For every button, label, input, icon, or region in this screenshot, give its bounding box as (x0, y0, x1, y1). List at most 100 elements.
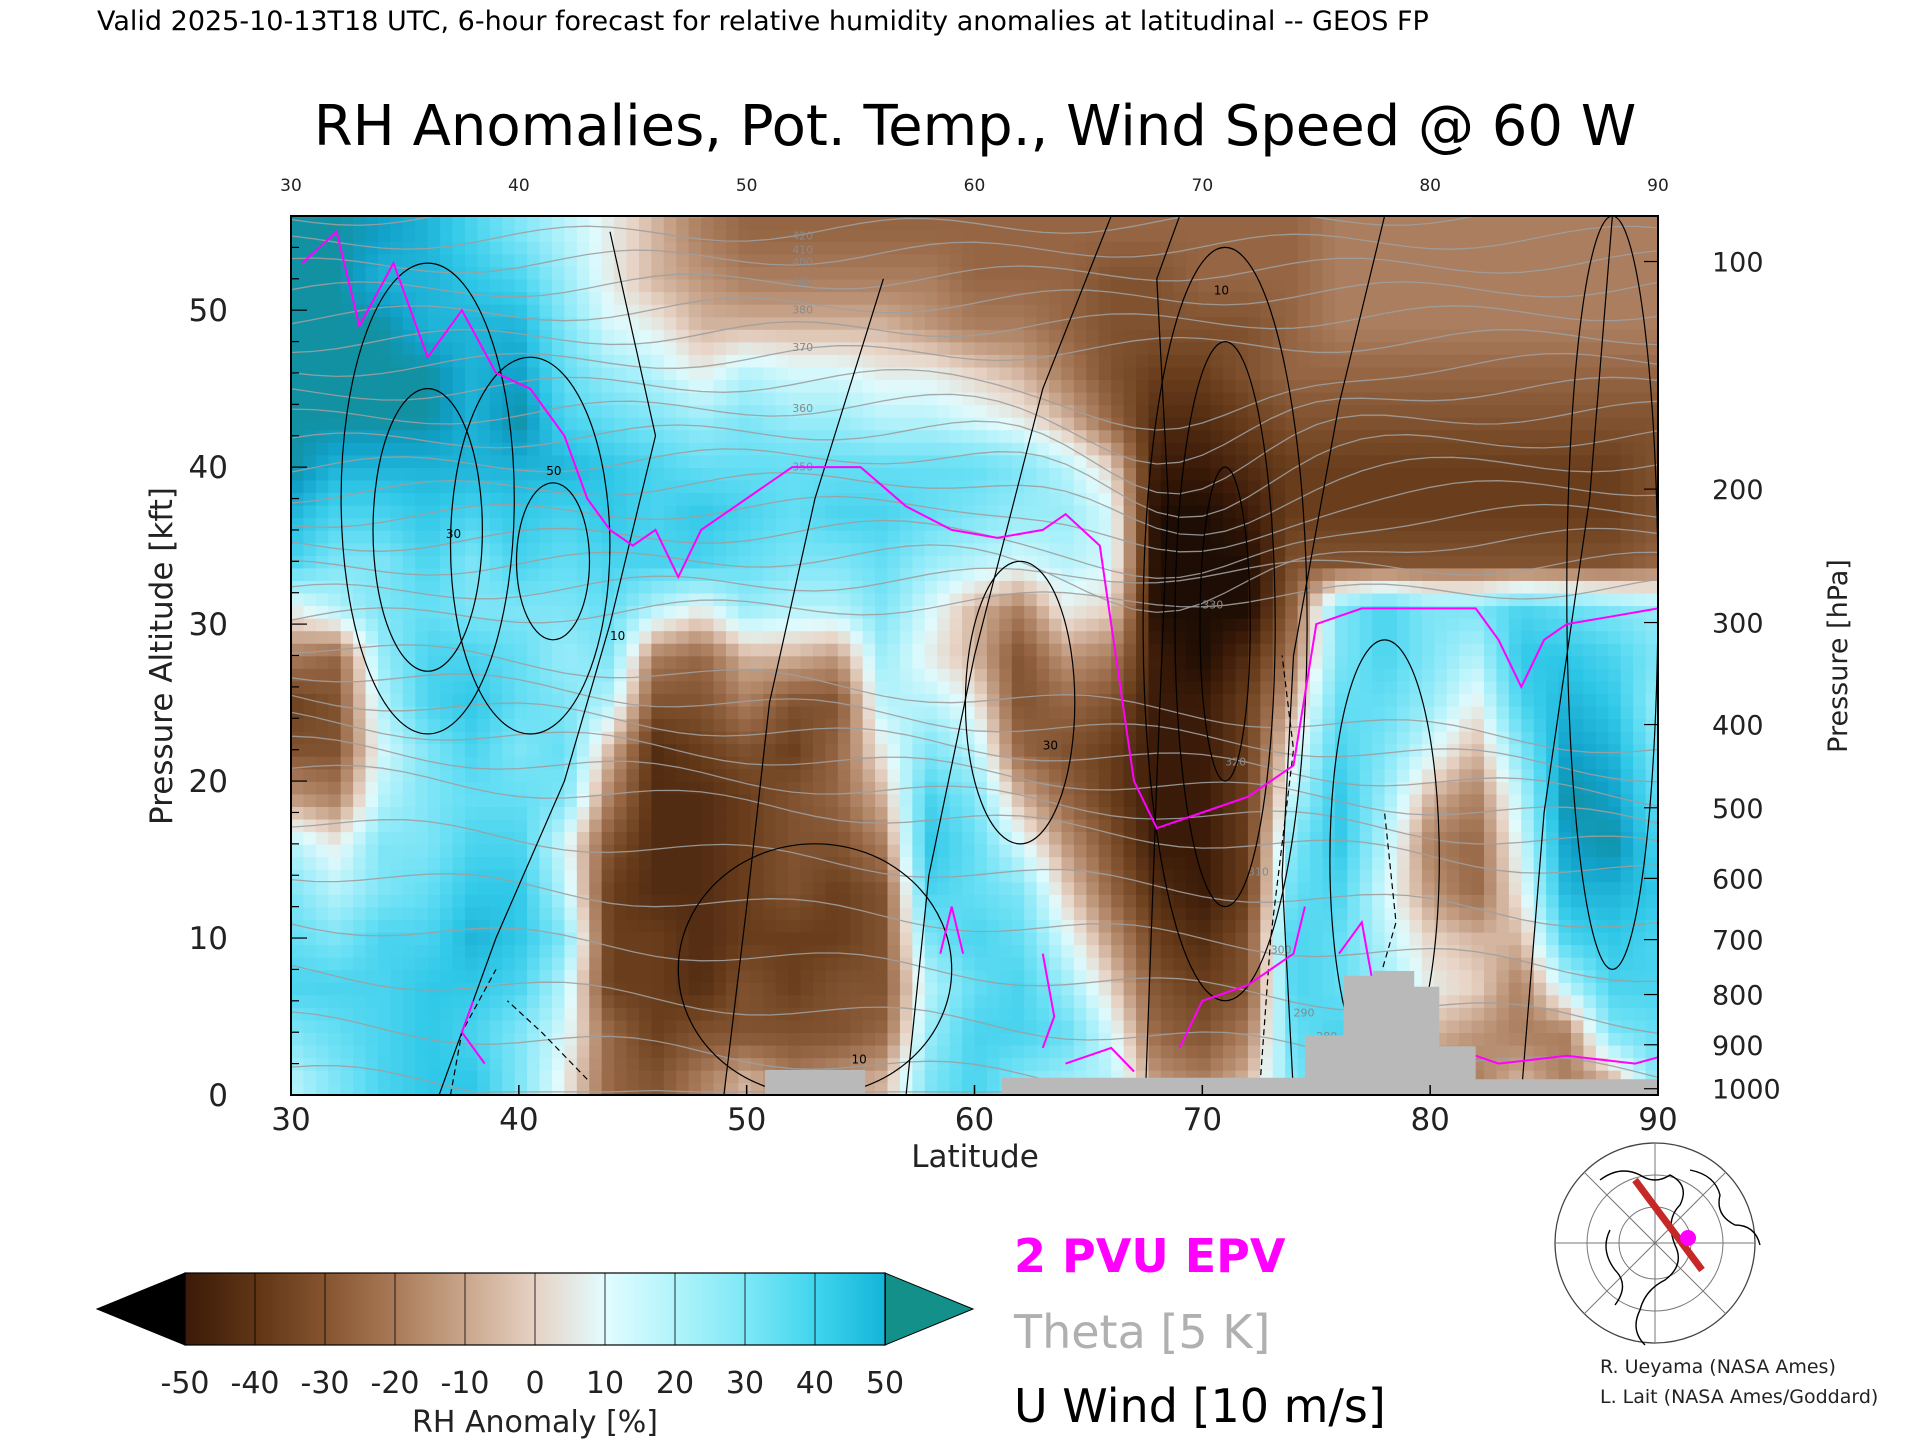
rh-cell (949, 843, 963, 858)
rh-cell (626, 718, 640, 732)
rh-cell (303, 354, 317, 368)
rh-cell (850, 1032, 864, 1046)
rh-cell (788, 241, 802, 255)
rh-cell (328, 843, 342, 858)
rh-cell (1011, 969, 1026, 983)
rh-cell (788, 429, 802, 443)
rh-cell (725, 730, 740, 745)
rh-cell (875, 303, 889, 318)
rh-cell (291, 454, 305, 468)
rh-cell (1136, 668, 1150, 682)
rh-cell (502, 642, 516, 657)
rh-cell (551, 806, 566, 820)
rh-cell (638, 1007, 653, 1021)
rh-cell (800, 354, 814, 368)
rh-cell (1011, 894, 1026, 908)
rh-cell (837, 341, 852, 355)
rh-cell (1098, 931, 1112, 946)
rh-cell (862, 228, 876, 242)
rh-cell (924, 668, 939, 682)
rh-cell (1011, 366, 1026, 381)
rh-cell (1011, 831, 1026, 845)
rh-cell (887, 630, 901, 644)
rh-cell (340, 931, 354, 946)
rh-cell (825, 291, 839, 305)
rh-cell (576, 806, 591, 820)
rh-cell (986, 617, 1001, 632)
rh-cell (701, 567, 715, 581)
rh-cell (899, 818, 914, 833)
rh-cell (1111, 442, 1125, 456)
rh-cell (949, 291, 963, 305)
rh-cell (377, 1007, 392, 1021)
rh-cell (365, 228, 379, 242)
rh-cell (937, 981, 951, 996)
rh-cell (688, 404, 702, 418)
rh-cell (415, 316, 429, 330)
rh-cell (1136, 894, 1150, 908)
rh-cell (340, 517, 354, 531)
rh-cell (614, 655, 628, 669)
rh-cell (502, 391, 516, 406)
rh-cell (825, 718, 839, 732)
rh-cell (887, 228, 901, 242)
rh-cell (1036, 831, 1050, 845)
rh-cell (688, 442, 702, 456)
rh-cell (1049, 668, 1063, 682)
rh-cell (502, 956, 516, 971)
rh-cell (539, 655, 553, 669)
rh-cell (812, 994, 827, 1008)
rh-cell (937, 668, 951, 682)
rh-cell (440, 354, 454, 368)
rh-cell (315, 981, 330, 996)
rh-cell (837, 969, 852, 983)
rh-cell (626, 567, 640, 581)
rh-cell (1123, 429, 1137, 443)
rh-cell (1148, 755, 1162, 770)
rh-cell (800, 291, 814, 305)
rh-cell (924, 894, 939, 908)
rh-cell (713, 718, 727, 732)
rh-cell (676, 894, 690, 908)
rh-cell (402, 781, 417, 795)
rh-cell (365, 555, 379, 569)
rh-cell (763, 743, 777, 757)
rh-cell (1098, 241, 1112, 255)
rh-cell (502, 253, 516, 268)
rh-cell (887, 266, 901, 280)
rh-cell (576, 442, 591, 456)
rh-cell (974, 379, 988, 393)
rh-cell (1086, 416, 1100, 431)
rh-cell (688, 693, 702, 707)
rh-cell (663, 806, 678, 820)
rh-cell (676, 266, 690, 280)
rh-cell (626, 868, 640, 883)
rh-cell (440, 705, 454, 720)
rh-cell (937, 1082, 951, 1095)
rh-cell (850, 868, 864, 883)
rh-cell (402, 1082, 417, 1095)
rh-cell (576, 881, 591, 895)
rh-cell (986, 956, 1001, 971)
rh-cell (315, 228, 330, 242)
rh-cell (676, 454, 690, 468)
rh-cell (1123, 529, 1137, 544)
rh-cell (477, 1007, 491, 1021)
rh-cell (924, 868, 939, 883)
rh-cell (937, 1057, 951, 1071)
rh-cell (514, 994, 528, 1008)
rh-cell (1073, 329, 1088, 343)
rh-cell (651, 228, 665, 242)
rh-cell (850, 680, 864, 694)
rh-cell (539, 442, 553, 456)
rh-cell (1173, 1019, 1187, 1034)
rh-cell (614, 831, 628, 845)
rh-cell (912, 580, 926, 594)
rh-cell (315, 241, 330, 255)
rh-cell (999, 241, 1013, 255)
rh-cell (1011, 329, 1026, 343)
rh-cell (1061, 956, 1075, 971)
rh-cell (489, 994, 504, 1008)
rh-cell (1160, 1019, 1175, 1034)
rh-cell (850, 429, 864, 443)
